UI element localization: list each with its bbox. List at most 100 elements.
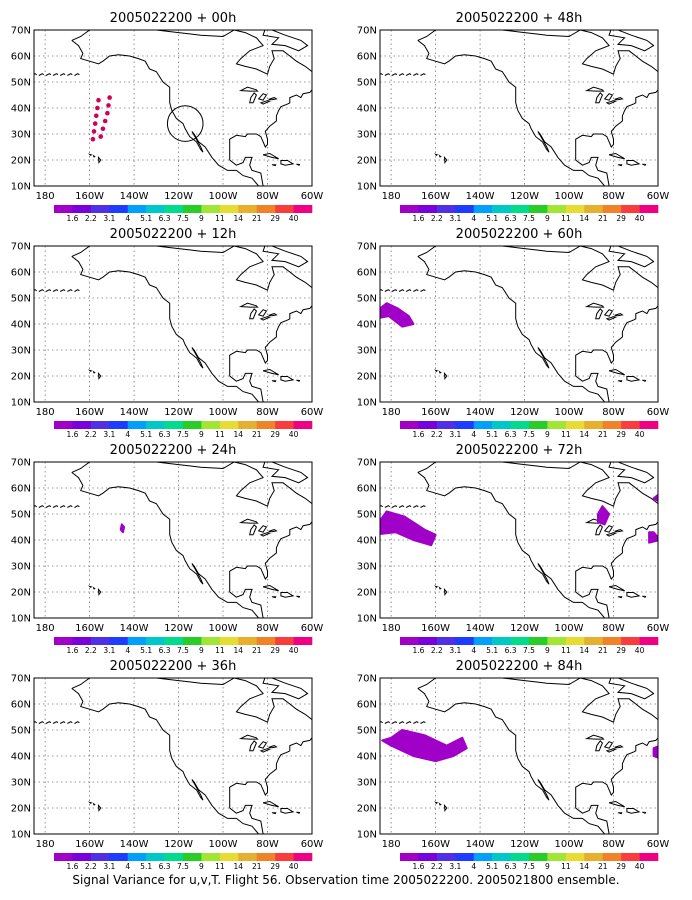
colorbar-label: 5.1 [486,430,498,439]
coastline-greenland [657,30,658,31]
colorbar-label: 5.1 [486,862,498,871]
aleutian-island [74,73,80,76]
lon-label: 100W [555,623,584,634]
colorbar-label: 11 [561,862,571,871]
island [88,585,93,588]
colorbar-label: 29 [616,214,626,223]
coastline-west [71,256,264,402]
island [443,587,448,597]
colorbar-swatch [275,205,294,213]
lat-label: 10N [357,398,377,409]
island [88,369,93,372]
colorbar-swatch [547,421,567,429]
island [617,380,623,383]
lon-label: 180 [36,623,55,634]
island [97,803,102,813]
colorbar-label: 14 [234,862,244,871]
colorbar-label: 40 [289,214,299,223]
great-lake [603,525,614,533]
panel-title: 2005022200 + 84h [456,659,583,674]
colorbar-swatch [183,637,202,645]
great-lake [249,524,257,536]
aleutian-island [413,505,419,508]
colorbar-label: 2.2 [431,430,443,439]
colorbar-swatch [219,637,239,645]
great-lake [249,92,257,104]
aleutian-island [74,721,80,724]
island [92,802,96,806]
lat-label: 60N [357,700,377,711]
aleutian-island [67,289,73,292]
colorbar-label: 14 [234,214,244,223]
colorbar-label: 5.1 [140,214,152,223]
lon-label: 120W [164,623,193,634]
great-lake [257,309,268,317]
lat-label: 60N [357,52,377,63]
colorbar-swatch [565,637,585,645]
lon-label: 140W [120,839,149,850]
lat-label: 20N [11,156,31,167]
map-panel: 2005022200 + 72h 10N 20N 30N 40N 50N 60N 70N 180… [357,443,670,655]
colorbar-label: 3.1 [103,430,115,439]
island [617,164,623,167]
island [642,595,647,598]
island [608,800,625,808]
coastline-north [71,678,312,723]
colorbar-label: 2.2 [431,646,443,655]
colorbar-label: 14 [234,430,244,439]
colorbar-label: 2.2 [431,862,443,871]
colorbar-swatch [256,853,276,861]
colorbar-label: 14 [580,214,590,223]
island [296,595,301,598]
island [262,368,279,376]
lon-label: 120W [510,839,539,850]
island [97,371,102,381]
colorbar-label: 29 [616,646,626,655]
lon-label: 160W [75,407,104,418]
colorbar-label: 3.1 [449,646,461,655]
panel-title: 2005022200 + 60h [456,227,583,242]
panel-title: 2005022200 + 12h [110,227,237,242]
aleutian-island [420,73,426,76]
colorbar-label: 2.2 [85,646,97,655]
colorbar-label: 29 [270,862,280,871]
colorbar-swatch [90,637,110,645]
lon-label: 120W [510,191,539,202]
colorbar-label: 14 [234,646,244,655]
lon-label: 160W [421,407,450,418]
colorbar-swatch [602,637,622,645]
colorbar-label: 7.5 [177,646,189,655]
variance-region [648,531,658,544]
map-content [380,678,658,834]
colorbar-swatch [164,853,184,861]
great-lake [605,748,618,753]
colorbar-swatch [510,421,530,429]
great-lake [268,529,278,533]
lat-label: 20N [357,156,377,167]
aleutian-island [380,289,383,292]
coastline-baffin [262,30,309,52]
lat-label: 10N [357,614,377,625]
aleutian-island [59,73,66,76]
colorbar-swatch [510,205,530,213]
colorbar-swatch [146,421,165,429]
lat-label: 50N [357,726,377,737]
lat-label: 70N [11,458,31,469]
island [434,585,439,588]
colorbar-swatch [455,205,475,213]
island [271,380,277,383]
colorbar-label: 40 [635,430,645,439]
lat-label: 30N [11,562,31,573]
great-lake [238,302,259,308]
panel-title: 2005022200 + 24h [110,443,237,458]
island [271,596,277,599]
colorbar-label: 11 [215,430,225,439]
coastline-baffin [608,462,655,484]
great-lake [257,525,268,533]
lat-label: 50N [11,294,31,305]
colorbar-swatch [275,637,294,645]
aleutian-island [384,73,391,76]
great-lake [595,740,603,752]
colorbar-label: 4 [471,646,476,655]
lon-label: 180 [36,191,55,202]
